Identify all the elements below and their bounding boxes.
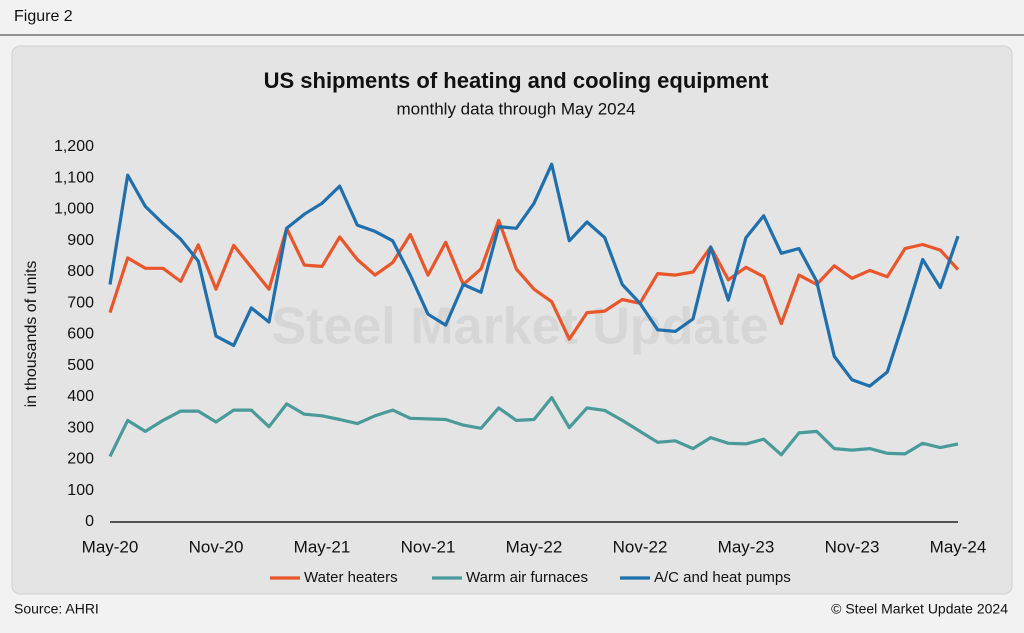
- y-tick-label: 600: [67, 326, 94, 343]
- source: Source: AHRI: [14, 601, 99, 617]
- y-tick-label: 900: [67, 232, 94, 249]
- y-tick-label: 0: [85, 513, 94, 530]
- y-tick-label: 1,200: [54, 138, 94, 155]
- y-tick-label: 1,000: [54, 201, 94, 218]
- y-tick-label: 800: [67, 263, 94, 280]
- y-tick-label: 200: [67, 451, 94, 468]
- x-tick-label: May-23: [718, 537, 775, 556]
- legend-label: Water heaters: [304, 569, 398, 586]
- x-tick-label: May-20: [82, 537, 139, 556]
- y-tick-label: 300: [67, 419, 94, 436]
- x-tick-label: Nov-22: [613, 537, 668, 556]
- y-tick-label: 500: [67, 357, 94, 374]
- y-axis-label: in thousands of units: [23, 261, 40, 408]
- figure-label: Figure 2: [14, 8, 73, 25]
- series-line: [108, 396, 959, 458]
- copyright: © Steel Market Update 2024: [831, 601, 1008, 617]
- series-line: [108, 162, 960, 388]
- y-tick-label: 1,100: [54, 169, 94, 186]
- x-tick-label: May-21: [294, 537, 351, 556]
- watermark: Steel Market Update: [271, 298, 768, 356]
- x-tick-label: Nov-20: [189, 537, 244, 556]
- x-tick-label: Nov-23: [825, 537, 880, 556]
- chart-title: US shipments of heating and cooling equi…: [264, 68, 769, 93]
- y-tick-label: 400: [67, 388, 94, 405]
- legend-label: A/C and heat pumps: [654, 569, 791, 586]
- x-tick-label: Nov-21: [401, 537, 456, 556]
- legend-label: Warm air furnaces: [466, 569, 588, 586]
- x-tick-label: May-24: [930, 537, 987, 556]
- y-tick-label: 700: [67, 294, 94, 311]
- chart-subtitle: monthly data through May 2024: [396, 99, 635, 118]
- y-tick-label: 100: [67, 482, 94, 499]
- chart-panel: [11, 45, 1013, 595]
- x-tick-label: May-22: [506, 537, 563, 556]
